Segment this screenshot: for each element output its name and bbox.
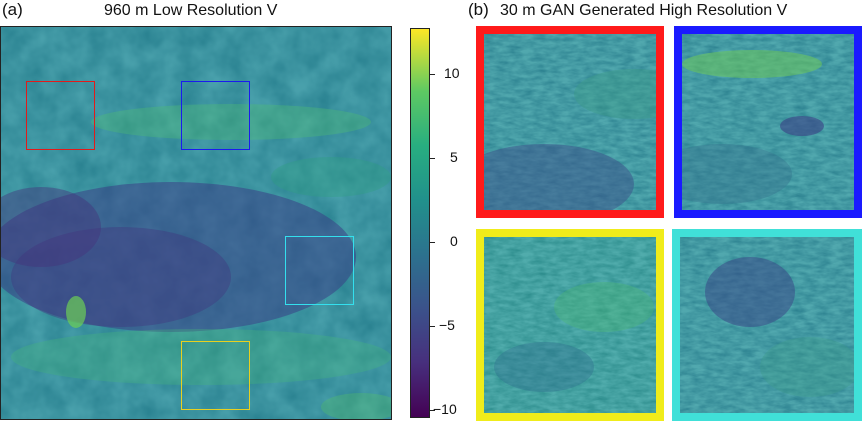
hires-thumbnail-blue — [674, 26, 862, 218]
hires-thumbnail-red — [476, 26, 664, 218]
colorbar-tick-label: 5 — [450, 149, 458, 165]
hires-thumbnail-cyan — [672, 229, 862, 421]
low-resolution-map — [0, 26, 392, 420]
panel-a-label: (a) — [2, 0, 23, 19]
region-box-red — [26, 81, 95, 150]
low-resolution-field-image — [1, 27, 391, 419]
region-box-cyan — [285, 236, 354, 305]
panel-b-label: (b) — [468, 0, 489, 19]
colorbar-tick-label: 10 — [444, 65, 460, 81]
hires-thumbnail-yellow — [476, 229, 664, 421]
colorbar-tick-label: −10 — [433, 401, 457, 417]
colorbar-tick-label: 0 — [450, 233, 458, 249]
panel-b-title: 30 m GAN Generated High Resolution V — [500, 2, 788, 19]
panel-a-title: 960 m Low Resolution V — [104, 2, 278, 19]
colorbar-ticks: 10 5 0 −5 −10 — [430, 28, 470, 418]
region-box-blue — [181, 81, 250, 150]
region-box-yellow — [181, 341, 250, 410]
colorbar — [410, 28, 430, 418]
colorbar-tick-label: −5 — [439, 317, 455, 333]
